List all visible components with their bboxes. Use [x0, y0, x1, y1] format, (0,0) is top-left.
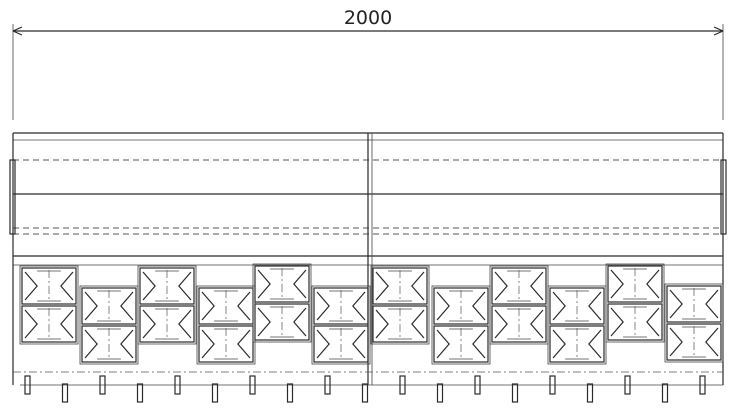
- pin: [436, 383, 444, 403]
- module-stack: [196, 285, 256, 365]
- module-cell: [313, 325, 369, 363]
- module-stack: [547, 285, 607, 365]
- module-stack: [489, 265, 549, 345]
- module-stack: [431, 285, 491, 365]
- pin: [24, 375, 31, 395]
- module-stack: [605, 263, 665, 343]
- pin: [399, 375, 406, 395]
- module-cell: [254, 265, 310, 303]
- module-stack: [19, 265, 79, 345]
- module-cell: [254, 303, 310, 341]
- module-cell: [21, 305, 77, 343]
- module-cell: [549, 325, 605, 363]
- dimension-label: 2000: [344, 7, 392, 29]
- pin: [661, 383, 669, 403]
- module-stack: [79, 285, 139, 365]
- module-cell: [139, 305, 195, 343]
- module-stack: [664, 283, 724, 363]
- pin: [511, 383, 519, 403]
- module-stack: [252, 263, 312, 343]
- module-stack: [311, 285, 371, 365]
- pin: [586, 383, 594, 403]
- module-cell: [81, 287, 137, 325]
- module-cell: [549, 287, 605, 325]
- module-stack: [137, 265, 197, 345]
- pin: [99, 375, 106, 395]
- pin: [324, 375, 331, 395]
- module-cell: [81, 325, 137, 363]
- pin: [249, 375, 256, 395]
- pin: [286, 383, 294, 403]
- module-cell: [198, 325, 254, 363]
- pin: [136, 383, 144, 403]
- module-cell: [139, 267, 195, 305]
- module-cell: [607, 303, 663, 341]
- module-cell: [666, 323, 722, 361]
- module-cell: [372, 305, 428, 343]
- pin: [361, 383, 369, 403]
- module-cell: [372, 267, 428, 305]
- pin-row: [24, 375, 706, 403]
- module-row: [19, 263, 724, 365]
- module-cell: [198, 287, 254, 325]
- pin: [174, 375, 181, 395]
- module-cell: [433, 325, 489, 363]
- pin: [211, 383, 219, 403]
- upper-body: [9, 132, 727, 385]
- pin: [61, 383, 69, 403]
- module-cell: [313, 287, 369, 325]
- module-cell: [666, 285, 722, 323]
- module-cell: [21, 267, 77, 305]
- module-stack: [370, 265, 430, 345]
- pin: [474, 375, 481, 395]
- module-cell: [491, 267, 547, 305]
- module-cell: [433, 287, 489, 325]
- pin: [549, 375, 556, 395]
- pin: [624, 375, 631, 395]
- module-cell: [491, 305, 547, 343]
- overall-dimension: 2000: [12, 7, 724, 120]
- module-cell: [607, 265, 663, 303]
- pin: [699, 375, 706, 395]
